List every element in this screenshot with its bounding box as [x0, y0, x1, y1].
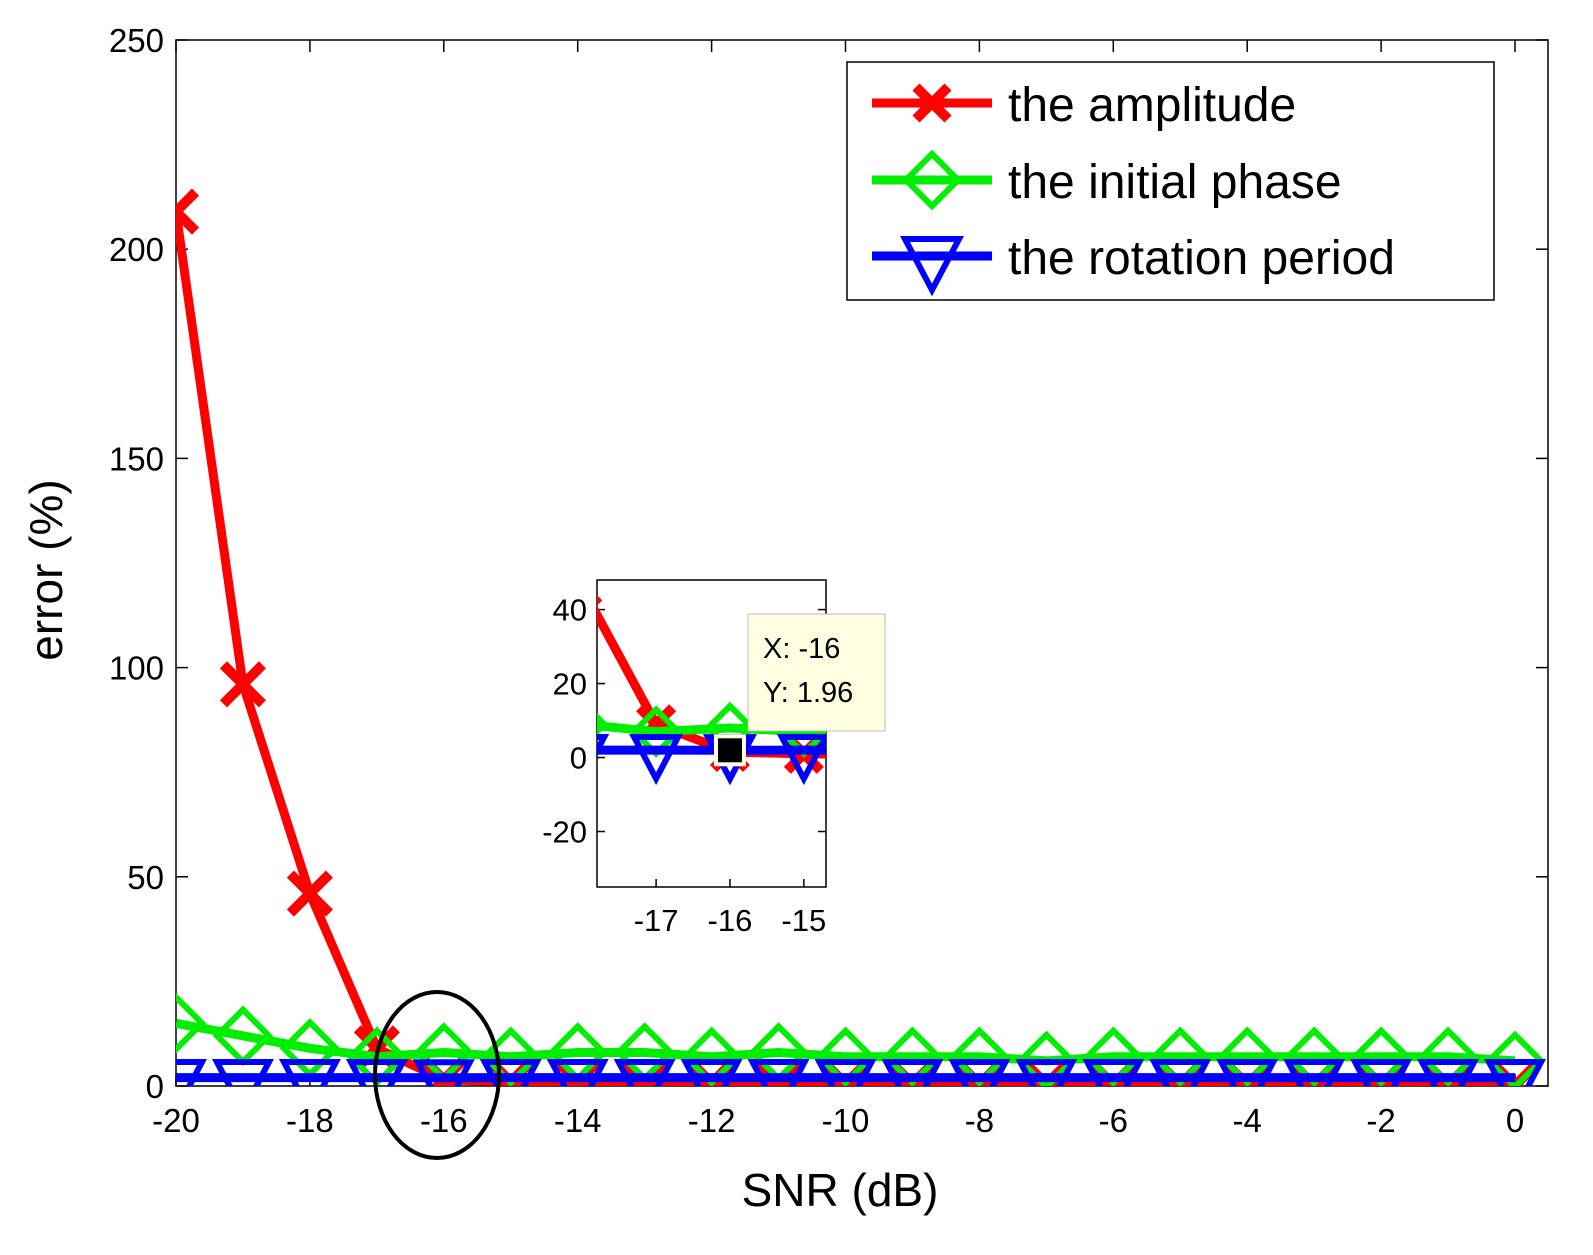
data-point-the-initial-phase [681, 1026, 742, 1086]
data-point-the-rotation-period [680, 1059, 743, 1086]
inset-x-tick-label: -15 [781, 903, 826, 938]
data-point-the-rotation-period [1283, 1059, 1346, 1086]
legend-entry-initial-phase: the initial phase [872, 149, 1342, 211]
x-tick-label: -10 [822, 1102, 870, 1139]
inset-plot: -17 -16 -15 40 20 0 -20 X: -16 Y: 1.96 [542, 579, 886, 938]
x-tick-label: -14 [554, 1102, 602, 1139]
x-tick-label: -20 [152, 1102, 200, 1139]
inset-series-line-the-initial-phase [597, 721, 826, 737]
data-point-the-initial-phase [1484, 1030, 1546, 1086]
data-point-the-initial-phase [1350, 1026, 1412, 1086]
datatip-marker[interactable] [713, 734, 746, 767]
x-tick-label: -18 [286, 1102, 334, 1139]
y-tick-label: 50 [127, 859, 164, 896]
y-tick-label: 150 [109, 440, 164, 477]
data-point-the-amplitude [219, 661, 266, 708]
legend-label-amplitude: the amplitude [1008, 79, 1296, 132]
data-point-the-rotation-period [948, 1059, 1011, 1086]
data-point-the-rotation-period [814, 1059, 877, 1086]
data-point-the-initial-phase [1150, 1026, 1211, 1086]
inset-y-tick-label: 0 [570, 741, 587, 776]
x-tick-label: -2 [1366, 1102, 1395, 1139]
series-the-initial-phase [176, 992, 1546, 1086]
datatip-x: X: -16 [763, 633, 840, 665]
x-tick-label: -16 [420, 1102, 468, 1139]
inset-data-point-the-rotation-period [776, 733, 826, 786]
y-axis-label: error (%) [20, 479, 72, 660]
datatip-y: Y: 1.96 [763, 677, 853, 709]
inset-x-tick-label: -17 [634, 903, 679, 938]
data-point-the-initial-phase [882, 1026, 943, 1086]
y-tick-label: 100 [109, 650, 164, 687]
data-point-the-amplitude [286, 870, 333, 917]
data-point-the-rotation-period [747, 1059, 810, 1086]
datatip-box[interactable] [747, 613, 886, 732]
data-point-the-rotation-period [1350, 1059, 1413, 1086]
data-point-the-rotation-period [613, 1059, 676, 1086]
inset-y-tick-label: -20 [542, 815, 587, 850]
inset-y-tick-label: 40 [553, 593, 587, 628]
data-point-the-rotation-period [1149, 1059, 1212, 1086]
inset-ticks: -17 -16 -15 40 20 0 -20 [542, 593, 826, 938]
data-point-the-rotation-period [546, 1059, 609, 1086]
data-point-the-initial-phase [815, 1026, 876, 1086]
x-axis-label: SNR (dB) [742, 1164, 939, 1216]
y-tick-label: 250 [109, 22, 164, 59]
inset-data-point-the-rotation-period [629, 733, 684, 786]
inset-y-tick-label: 20 [553, 667, 587, 702]
data-point-the-rotation-period [278, 1059, 341, 1086]
data-point-the-rotation-period [1216, 1059, 1279, 1086]
x-tick-label: -4 [1233, 1102, 1262, 1139]
data-point-the-amplitude [755, 1060, 802, 1086]
zoom-highlight-ellipse [373, 990, 501, 1160]
x-tick-label: 0 [1506, 1102, 1524, 1139]
datatip[interactable]: X: -16 Y: 1.96 [747, 613, 886, 732]
data-point-the-initial-phase [1283, 1026, 1345, 1086]
data-point-the-initial-phase [176, 992, 207, 1054]
y-tick-label: 0 [146, 1068, 164, 1105]
data-point-the-rotation-period [1015, 1059, 1078, 1086]
data-point-the-initial-phase [1083, 1026, 1144, 1086]
legend: the amplitude the initial phase the rota… [846, 61, 1495, 301]
data-point-the-initial-phase [1216, 1026, 1278, 1086]
data-point-the-initial-phase [480, 1026, 541, 1086]
data-point-the-rotation-period [479, 1059, 542, 1086]
data-point-the-rotation-period [1082, 1059, 1145, 1086]
data-point-the-initial-phase [1417, 1026, 1479, 1086]
main-series [176, 188, 1546, 1086]
data-point-the-initial-phase [949, 1026, 1010, 1086]
x-tick-label: -6 [1099, 1102, 1128, 1139]
legend-entry-amplitude: the amplitude [872, 79, 1296, 132]
data-point-the-initial-phase [1016, 1030, 1077, 1086]
data-point-the-rotation-period [881, 1059, 944, 1086]
inset-x-tick-label: -16 [708, 903, 753, 938]
legend-entry-rotation-period: the rotation period [872, 232, 1395, 297]
legend-label-initial-phase: the initial phase [1008, 156, 1342, 209]
x-tick-label: -12 [688, 1102, 736, 1139]
y-tick-label: 200 [109, 231, 164, 268]
data-point-the-rotation-period [211, 1059, 274, 1086]
legend-marker-triangle [900, 236, 964, 297]
main-ticks: -20 -18 -16 -14 -12 -10 -8 -6 -4 -2 00501001502002… [109, 22, 1548, 1139]
data-point-the-amplitude [176, 188, 200, 235]
data-point-the-rotation-period [412, 1059, 475, 1086]
x-tick-label: -8 [965, 1102, 994, 1139]
data-point-the-rotation-period [1484, 1059, 1546, 1086]
legend-label-rotation-period: the rotation period [1008, 232, 1395, 285]
legend-marker-diamond [901, 149, 963, 211]
data-point-the-rotation-period [1417, 1059, 1480, 1086]
legend-marker-x [912, 83, 952, 123]
